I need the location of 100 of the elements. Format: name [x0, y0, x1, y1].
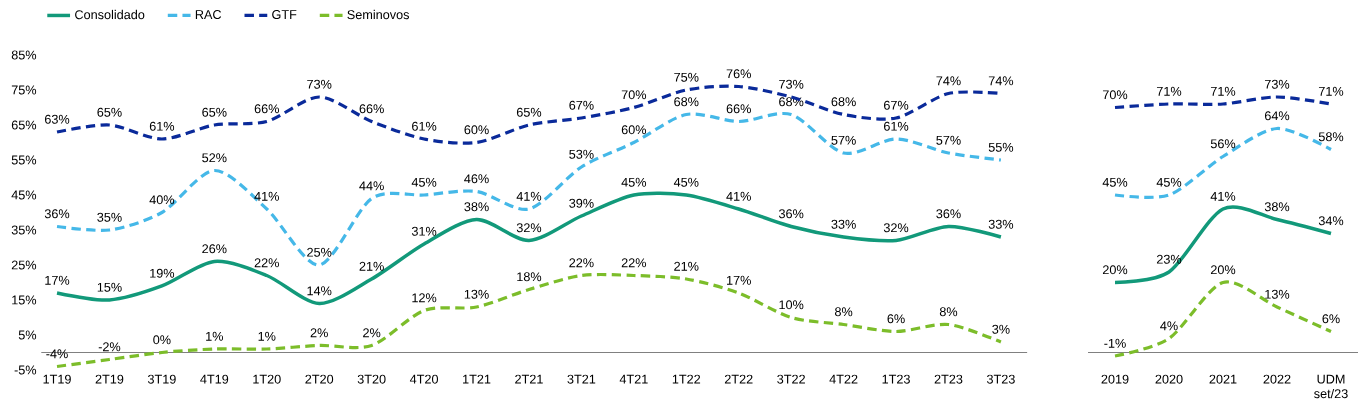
y-tick-label: 65%: [11, 120, 37, 130]
y-tick-label: -5%: [14, 365, 37, 375]
data-label: 41%: [516, 191, 542, 201]
y-tick-label: 45%: [11, 190, 37, 200]
data-label: 71%: [1156, 86, 1182, 96]
data-label: 60%: [621, 125, 647, 135]
data-label: 76%: [726, 69, 751, 79]
x-tick-label: 3T23: [986, 374, 1015, 384]
y-tick-label: 55%: [11, 155, 37, 165]
data-label: 66%: [359, 104, 384, 114]
x-tick-label: 4T21: [619, 374, 648, 384]
data-label: 19%: [150, 268, 175, 278]
data-label: 61%: [884, 121, 909, 131]
y-tick-label: 5%: [18, 330, 37, 340]
data-label: 38%: [464, 202, 489, 212]
data-label: 10%: [779, 300, 804, 310]
data-label: 65%: [97, 107, 122, 117]
data-label: 41%: [1210, 191, 1236, 201]
legend-label: GTF: [272, 10, 297, 19]
data-label: 45%: [621, 177, 647, 187]
y-tick-label: 75%: [11, 85, 37, 95]
data-label: 13%: [1265, 289, 1290, 299]
data-label: 73%: [307, 79, 332, 89]
x-tick-label: 2021: [1209, 374, 1237, 384]
data-label: 45%: [673, 177, 699, 187]
data-label: 36%: [778, 209, 804, 219]
x-tick-label: 3T19: [147, 374, 176, 384]
data-label: 20%: [1102, 265, 1128, 275]
data-label: 46%: [464, 174, 489, 184]
x-tick-label: 4T22: [829, 374, 858, 384]
data-label: 0%: [153, 335, 171, 345]
data-label: 45%: [411, 177, 437, 187]
data-label: 70%: [1102, 90, 1128, 100]
data-label: 8%: [834, 307, 853, 317]
x-tick-label: 1T21: [463, 374, 491, 384]
data-label: 45%: [1102, 177, 1128, 187]
data-label: 41%: [254, 191, 279, 201]
data-label: 15%: [97, 282, 122, 292]
y-tick-label: 85%: [11, 50, 37, 60]
data-label: 71%: [1318, 86, 1344, 96]
data-label: 1%: [206, 331, 224, 341]
data-label: 12%: [412, 293, 437, 303]
data-label: 3%: [992, 324, 1010, 334]
data-label: 36%: [936, 209, 961, 219]
data-label: 58%: [1318, 132, 1344, 142]
data-label: 64%: [1264, 111, 1290, 121]
data-label: 20%: [1210, 265, 1236, 275]
data-label: 74%: [936, 76, 961, 86]
x-tick-label: 2019: [1101, 374, 1129, 384]
data-label: 21%: [359, 261, 384, 271]
data-label: 57%: [936, 135, 961, 145]
data-label: 2%: [310, 328, 328, 338]
data-label: 17%: [727, 275, 751, 285]
data-label: 60%: [464, 125, 489, 135]
data-label: 4%: [1160, 321, 1178, 331]
data-label: 68%: [831, 97, 856, 107]
data-label: 41%: [726, 191, 751, 201]
data-label: 65%: [202, 107, 227, 117]
data-label: 32%: [516, 223, 542, 233]
data-label: 66%: [726, 104, 751, 114]
x-tick-label: 2T20: [305, 374, 334, 384]
data-label: -2%: [98, 342, 121, 352]
data-label: 67%: [884, 100, 909, 110]
data-label: 1%: [258, 331, 276, 341]
data-label: 6%: [887, 314, 905, 324]
x-tick-label: 1T22: [672, 374, 701, 384]
x-tick-label: 1T19: [43, 374, 71, 384]
data-label: 55%: [988, 142, 1014, 152]
data-label: 73%: [1264, 79, 1290, 89]
x-tick-label: 2T23: [934, 374, 963, 384]
y-tick-label: 25%: [11, 260, 37, 270]
data-label: 53%: [569, 149, 594, 159]
data-label: 66%: [254, 104, 279, 114]
data-label: 39%: [569, 198, 594, 208]
data-label: 56%: [1210, 139, 1236, 149]
data-label: 68%: [674, 97, 699, 107]
data-label: 75%: [674, 72, 699, 82]
data-label: 45%: [1156, 177, 1182, 187]
x-tick-label: 2020: [1155, 374, 1183, 384]
legend-label: RAC: [195, 10, 222, 19]
x-tick-label: UDM set/23: [1314, 374, 1348, 399]
data-label: 17%: [45, 275, 70, 285]
data-label: 33%: [988, 219, 1014, 229]
data-label: 22%: [254, 258, 279, 268]
data-label: 31%: [411, 226, 437, 236]
data-label: 8%: [939, 307, 958, 317]
data-label: 70%: [621, 90, 647, 100]
data-label: 34%: [1318, 216, 1344, 226]
data-label: 40%: [149, 195, 175, 205]
data-label: 21%: [674, 261, 699, 271]
legend-label: Consolidado: [75, 9, 145, 20]
x-tick-label: 1T23: [882, 374, 910, 384]
data-label: 65%: [516, 107, 542, 117]
data-label: 38%: [1264, 202, 1290, 212]
data-label: 74%: [988, 76, 1014, 86]
x-tick-label: 4T19: [200, 374, 229, 384]
data-label: 18%: [517, 272, 542, 282]
data-label: 2%: [363, 328, 381, 338]
data-label: 14%: [307, 286, 332, 296]
data-label: 36%: [44, 209, 70, 219]
